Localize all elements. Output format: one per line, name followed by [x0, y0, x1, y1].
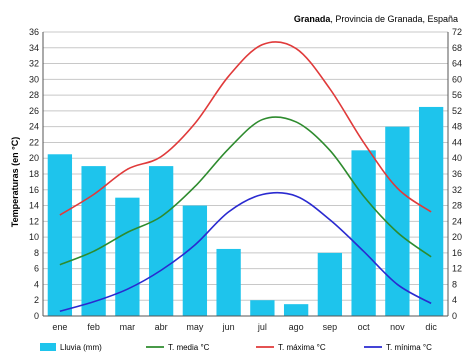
y2-tick-label: 12 — [452, 264, 462, 274]
y-tick-label: 22 — [29, 137, 39, 147]
bar-nov — [385, 126, 410, 317]
legend-label: Lluvia (mm) — [60, 343, 102, 352]
legend-label: T. máxima °C — [278, 343, 326, 352]
y-tick-label: 4 — [34, 279, 39, 289]
x-tick-label: dic — [425, 322, 437, 332]
rain-bars — [47, 106, 444, 317]
y-tick-label: 12 — [29, 216, 39, 226]
y2-tick-label: 32 — [452, 185, 462, 195]
y2-tick-label: 56 — [452, 90, 462, 100]
x-tick-label: mar — [120, 322, 136, 332]
bar-may — [182, 205, 208, 316]
bar-oct — [351, 150, 376, 316]
y-tick-label: 30 — [29, 74, 39, 84]
legend-swatch-rain — [40, 343, 56, 351]
line-series-2 — [59, 191, 432, 313]
y-tick-label: 24 — [29, 122, 39, 132]
y-tick-label: 10 — [29, 232, 39, 242]
legend-label: T. media °C — [168, 343, 210, 352]
bar-ene — [47, 154, 73, 316]
y2-tick-label: 64 — [452, 59, 462, 69]
y-tick-label: 2 — [34, 295, 39, 305]
legend-label: T. mínima °C — [386, 343, 432, 352]
axes: 0246810121416182022242628303234360481216… — [29, 27, 462, 332]
bar-jun — [216, 248, 241, 316]
bar-sep — [317, 252, 343, 316]
x-tick-label: oct — [358, 322, 371, 332]
y-tick-label: 8 — [34, 248, 39, 258]
legend: Lluvia (mm) T. media °C T. máxima °C T. mín… — [40, 343, 432, 352]
y-tick-label: 36 — [29, 27, 39, 37]
y-tick-label: 20 — [29, 153, 39, 163]
y-tick-label: 18 — [29, 169, 39, 179]
y2-tick-label: 48 — [452, 122, 462, 132]
x-tick-label: abr — [155, 322, 168, 332]
bar-ago — [283, 304, 309, 316]
x-tick-label: may — [186, 322, 204, 332]
y2-tick-label: 52 — [452, 106, 462, 116]
bar-feb — [81, 166, 106, 316]
y2-tick-label: 40 — [452, 153, 462, 163]
y2-tick-label: 44 — [452, 137, 462, 147]
line-series-0 — [59, 116, 432, 266]
x-tick-label: feb — [87, 322, 100, 332]
bar-abr — [148, 166, 174, 316]
y2-tick-label: 20 — [452, 232, 462, 242]
x-tick-label: sep — [323, 322, 338, 332]
y2-tick-label: 28 — [452, 201, 462, 211]
bar-mar — [115, 197, 140, 316]
title-region: , Provincia de Granada, España — [330, 14, 458, 24]
y2-tick-label: 8 — [452, 279, 457, 289]
x-tick-label: nov — [390, 322, 405, 332]
x-tick-label: jul — [257, 322, 267, 332]
x-tick-label: ene — [52, 322, 67, 332]
bar-jul — [250, 300, 275, 316]
x-tick-label: ago — [289, 322, 304, 332]
y2-tick-label: 72 — [452, 27, 462, 37]
title-city: Granada — [294, 14, 332, 24]
y-tick-label: 32 — [29, 59, 39, 69]
line-series-1 — [59, 41, 432, 216]
y2-tick-label: 0 — [452, 311, 457, 321]
chart-title: Granada, Provincia de Granada, España — [294, 14, 458, 24]
y-tick-label: 16 — [29, 185, 39, 195]
y-tick-label: 28 — [29, 90, 39, 100]
y-tick-label: 34 — [29, 43, 39, 53]
y-tick-label: 0 — [34, 311, 39, 321]
y-tick-label: 14 — [29, 201, 39, 211]
y-tick-label: 6 — [34, 264, 39, 274]
y2-tick-label: 36 — [452, 169, 462, 179]
x-tick-label: jun — [222, 322, 235, 332]
gridlines — [43, 31, 448, 317]
y2-tick-label: 68 — [452, 43, 462, 53]
y2-tick-label: 4 — [452, 295, 457, 305]
y2-tick-label: 60 — [452, 74, 462, 84]
y-axis-label: Temperaturas (en °C) — [10, 137, 20, 227]
y2-tick-label: 24 — [452, 216, 462, 226]
y2-tick-label: 16 — [452, 248, 462, 258]
temperature-lines — [59, 41, 432, 313]
y-tick-label: 26 — [29, 106, 39, 116]
